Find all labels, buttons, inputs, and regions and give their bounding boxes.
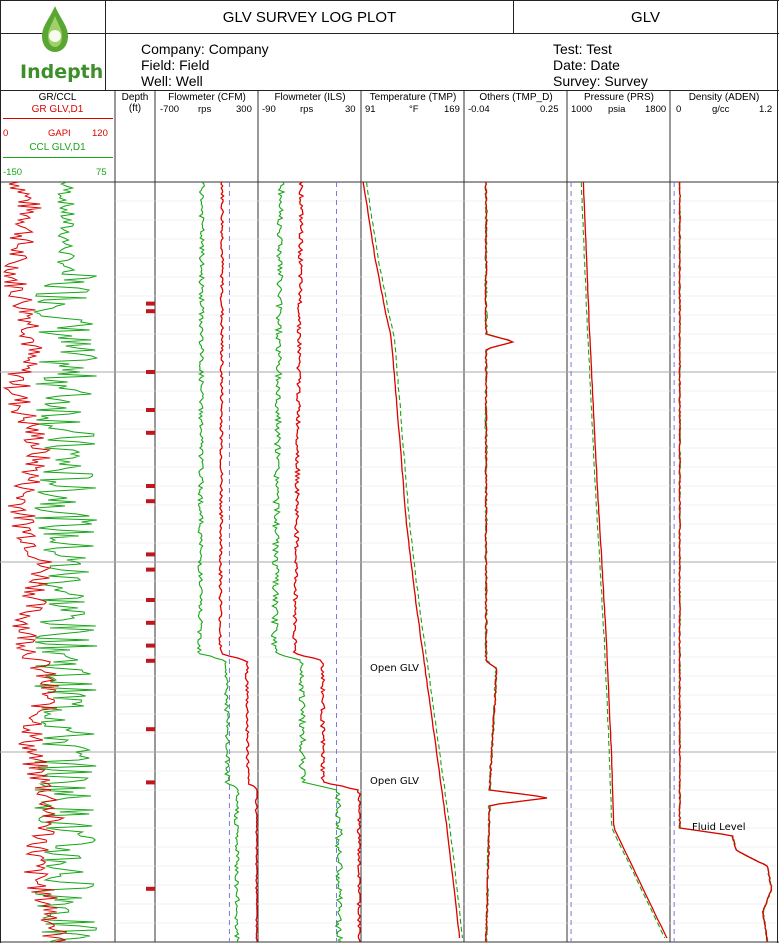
depth-marker-4 — [146, 430, 155, 435]
tmp-max: 169 — [444, 104, 460, 115]
ccl-curve-name: CCL GLV,D1 — [29, 142, 86, 153]
prs-unit: psia — [608, 104, 626, 115]
series-prs-green — [580, 181, 666, 939]
annotation-open-glv-1: Open GLV — [370, 663, 419, 674]
survey-label: Survey: Survey — [553, 73, 648, 89]
depth-marker-5 — [146, 484, 155, 488]
series-tmp_d-red — [484, 181, 548, 943]
tmp-title: Temperature (TMP) — [369, 92, 457, 103]
cfm-title: Flowmeter (CFM) — [168, 92, 246, 103]
ils-min: -90 — [262, 104, 276, 115]
gr-curve-name: GR GLV,D1 — [31, 104, 84, 115]
field-label: Field: Field — [141, 57, 210, 73]
depth-title: Depth — [121, 92, 149, 103]
page-short-title: GLV — [631, 9, 660, 26]
depth-marker-8 — [146, 567, 155, 572]
prs-min: 1000 — [571, 104, 593, 115]
well-label: Well: Well — [141, 73, 203, 89]
others-min: -0.04 — [468, 104, 490, 115]
prs-max: 1800 — [645, 104, 667, 115]
others-max: 0.25 — [540, 104, 559, 115]
depth-marker-11 — [146, 643, 155, 648]
company-label: Company: Company — [141, 41, 269, 57]
ils-title: Flowmeter (ILS) — [274, 92, 346, 103]
depth-marker-9 — [146, 598, 155, 602]
series-cfm-green — [196, 181, 241, 943]
depth-marker-2 — [146, 370, 155, 374]
depth-marker-0 — [146, 301, 155, 306]
depth-marker-13 — [146, 727, 155, 732]
ccl-min: -150 — [3, 167, 23, 178]
logo-text: Indepth — [20, 61, 104, 83]
aden-max: 1.2 — [759, 104, 773, 115]
cfm-min: -700 — [160, 104, 180, 115]
series-tmp-green — [366, 181, 464, 939]
depth-unit: (ft) — [128, 103, 142, 114]
depth-marker-10 — [146, 620, 155, 625]
depth-marker-14 — [146, 780, 155, 785]
depth-marker-15 — [146, 886, 155, 891]
gr-max: 120 — [92, 128, 108, 139]
depth-marker-7 — [146, 552, 155, 557]
aden-min: 0 — [676, 104, 682, 115]
depth-marker-3 — [146, 408, 155, 412]
series-tmp-red — [362, 181, 461, 939]
annotation-fluid-level: Fluid Level — [692, 822, 746, 833]
series-ils-red — [292, 181, 361, 943]
test-label: Test: Test — [553, 41, 612, 57]
aden-unit: g/cc — [712, 104, 730, 115]
gr-min: 0 — [3, 128, 9, 139]
others-title: Others (TMP_D) — [479, 92, 553, 103]
gr-curve — [2, 181, 67, 943]
series-aden-red — [678, 182, 772, 943]
aden-title: Density (ADEN) — [688, 92, 760, 103]
prs-title: Pressure (PRS) — [583, 92, 654, 103]
series-prs-red — [582, 181, 668, 939]
cfm-unit: rps — [198, 104, 212, 115]
ccl-curve — [32, 181, 99, 943]
page-title: GLV SURVEY LOG PLOT — [222, 9, 397, 26]
depth-marker-1 — [146, 309, 155, 314]
series-ils-green — [270, 181, 344, 943]
droplet-icon — [42, 6, 68, 52]
ils-unit: rps — [300, 104, 314, 115]
ccl-max: 75 — [96, 167, 107, 178]
series-cfm-red — [218, 181, 258, 942]
tmp-unit: °F — [409, 104, 419, 115]
gr-ccl-title: GR/CCL — [38, 92, 77, 103]
depth-marker-6 — [146, 499, 155, 504]
gr-unit: GAPI — [48, 128, 71, 139]
logo: Indepth — [20, 4, 104, 84]
cfm-max: 300 — [236, 104, 252, 115]
tmp-min: 91 — [365, 104, 376, 115]
depth-marker-12 — [146, 658, 155, 663]
date-label: Date: Date — [553, 57, 620, 73]
ils-max: 30 — [345, 104, 356, 115]
annotation-open-glv-2: Open GLV — [370, 776, 419, 787]
